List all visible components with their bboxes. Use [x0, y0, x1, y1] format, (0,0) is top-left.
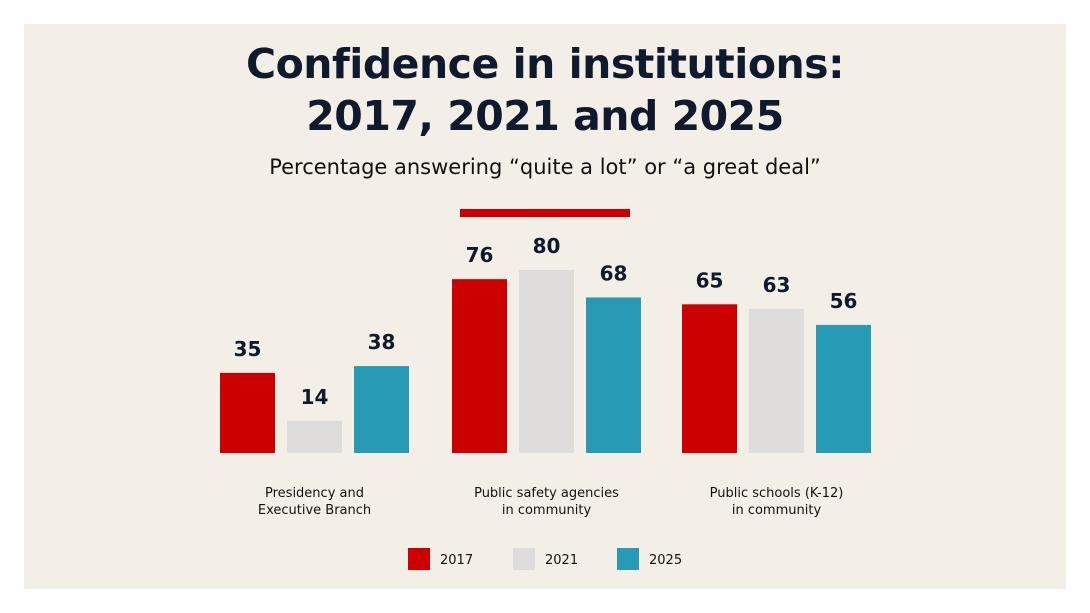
bar	[586, 297, 641, 453]
bar	[287, 420, 342, 453]
bar	[452, 279, 507, 453]
bar	[519, 270, 574, 453]
value-label: 14	[301, 385, 329, 409]
legend-swatch	[617, 548, 639, 570]
value-label: 63	[763, 273, 791, 297]
bar	[220, 372, 275, 453]
value-label: 68	[600, 261, 628, 285]
category-label: Public safety agencies in community	[474, 486, 619, 518]
legend-label: 2025	[649, 553, 682, 568]
bar	[749, 308, 804, 453]
category-label: Presidency and Executive Branch	[257, 486, 372, 518]
category-label: Public schools (K-12) in community	[709, 486, 844, 518]
chart-title: Confidence in institutions: 2017, 2021 a…	[246, 40, 844, 140]
value-label: 76	[466, 243, 494, 267]
value-label: 80	[533, 234, 561, 258]
value-label: 38	[368, 330, 396, 354]
legend-label: 2021	[545, 553, 578, 568]
legend-label: 2017	[440, 553, 473, 568]
chart-subtitle: Percentage answering “quite a lot” or “a…	[269, 155, 821, 179]
accent-line	[460, 209, 630, 217]
value-label: 56	[830, 289, 858, 313]
legend-swatch	[408, 548, 430, 570]
bar	[682, 304, 737, 453]
value-label: 35	[234, 337, 262, 361]
bar	[816, 324, 871, 453]
bar	[354, 366, 409, 453]
value-label: 65	[696, 268, 724, 292]
legend-swatch	[513, 548, 535, 570]
